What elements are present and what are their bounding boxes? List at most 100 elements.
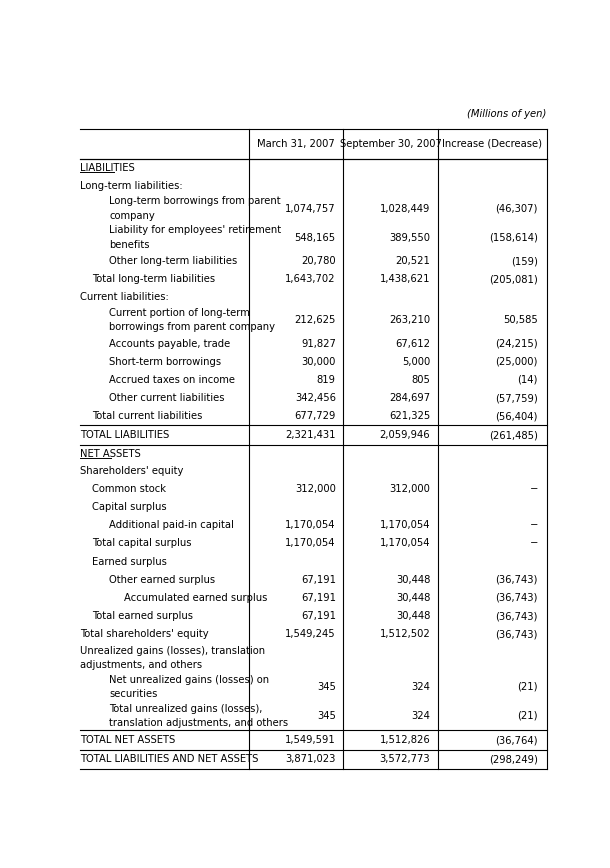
Text: 1,643,702: 1,643,702 bbox=[285, 274, 336, 285]
Text: 312,000: 312,000 bbox=[389, 483, 430, 494]
Text: 284,697: 284,697 bbox=[389, 393, 430, 403]
Text: 1,074,757: 1,074,757 bbox=[285, 204, 336, 214]
Text: 1,170,054: 1,170,054 bbox=[285, 538, 336, 549]
Text: 3,572,773: 3,572,773 bbox=[379, 754, 430, 765]
Text: 30,000: 30,000 bbox=[301, 357, 336, 367]
Text: 1,549,591: 1,549,591 bbox=[285, 735, 336, 745]
Text: Accrued taxes on income: Accrued taxes on income bbox=[109, 375, 235, 385]
Text: 312,000: 312,000 bbox=[295, 483, 336, 494]
Text: March 31, 2007: March 31, 2007 bbox=[257, 139, 335, 149]
Text: 263,210: 263,210 bbox=[389, 315, 430, 325]
Text: 677,729: 677,729 bbox=[295, 411, 336, 421]
Text: 5,000: 5,000 bbox=[402, 357, 430, 367]
Text: translation adjustments, and others: translation adjustments, and others bbox=[109, 718, 289, 728]
Text: (36,743): (36,743) bbox=[495, 593, 538, 603]
Text: 3,871,023: 3,871,023 bbox=[285, 754, 336, 765]
Text: 20,521: 20,521 bbox=[395, 256, 430, 266]
Text: (261,485): (261,485) bbox=[489, 430, 538, 440]
Text: 1,170,054: 1,170,054 bbox=[380, 538, 430, 549]
Text: benefits: benefits bbox=[109, 240, 150, 250]
Text: Total shareholders' equity: Total shareholders' equity bbox=[80, 629, 209, 639]
Text: borrowings from parent company: borrowings from parent company bbox=[109, 322, 275, 332]
Text: 67,612: 67,612 bbox=[395, 339, 430, 349]
Text: Increase (Decrease): Increase (Decrease) bbox=[442, 139, 542, 149]
Text: LIABILITIES: LIABILITIES bbox=[80, 163, 135, 173]
Text: Shareholders' equity: Shareholders' equity bbox=[80, 466, 184, 477]
Text: NET ASSETS: NET ASSETS bbox=[80, 449, 141, 459]
Text: 30,448: 30,448 bbox=[396, 575, 430, 585]
Text: 548,165: 548,165 bbox=[295, 233, 336, 243]
Text: 67,191: 67,191 bbox=[301, 575, 336, 585]
Text: Long-term borrowings from parent: Long-term borrowings from parent bbox=[109, 196, 281, 207]
Text: Net unrealized gains (losses) on: Net unrealized gains (losses) on bbox=[109, 674, 270, 685]
Text: Total current liabilities: Total current liabilities bbox=[92, 411, 202, 421]
Text: Long-term liabilities:: Long-term liabilities: bbox=[80, 181, 182, 191]
Text: Additional paid-in capital: Additional paid-in capital bbox=[109, 520, 234, 530]
Text: 345: 345 bbox=[317, 682, 336, 692]
Text: 91,827: 91,827 bbox=[301, 339, 336, 349]
Text: (21): (21) bbox=[517, 711, 538, 721]
Text: TOTAL LIABILITIES AND NET ASSETS: TOTAL LIABILITIES AND NET ASSETS bbox=[80, 754, 259, 765]
Text: 1,170,054: 1,170,054 bbox=[380, 520, 430, 530]
Text: 1,512,826: 1,512,826 bbox=[379, 735, 430, 745]
Text: 389,550: 389,550 bbox=[389, 233, 430, 243]
Text: securities: securities bbox=[109, 689, 158, 699]
Text: Earned surplus: Earned surplus bbox=[92, 556, 167, 567]
Text: 1,438,621: 1,438,621 bbox=[380, 274, 430, 285]
Text: Total unrealized gains (losses),: Total unrealized gains (losses), bbox=[109, 704, 263, 713]
Text: 342,456: 342,456 bbox=[295, 393, 336, 403]
Text: (24,215): (24,215) bbox=[495, 339, 538, 349]
Text: 324: 324 bbox=[412, 682, 430, 692]
Text: (36,764): (36,764) bbox=[495, 735, 538, 745]
Text: Other long-term liabilities: Other long-term liabilities bbox=[109, 256, 237, 266]
Text: −: − bbox=[529, 483, 538, 494]
Text: 1,512,502: 1,512,502 bbox=[379, 629, 430, 639]
Text: TOTAL NET ASSETS: TOTAL NET ASSETS bbox=[80, 735, 175, 745]
Text: 1,549,245: 1,549,245 bbox=[285, 629, 336, 639]
Text: 67,191: 67,191 bbox=[301, 593, 336, 603]
Text: 30,448: 30,448 bbox=[396, 611, 430, 621]
Text: (57,759): (57,759) bbox=[495, 393, 538, 403]
Text: Accumulated earned surplus: Accumulated earned surplus bbox=[124, 593, 267, 603]
Text: 30,448: 30,448 bbox=[396, 593, 430, 603]
Text: (46,307): (46,307) bbox=[495, 204, 538, 214]
Text: Liability for employees' retirement: Liability for employees' retirement bbox=[109, 226, 281, 235]
Text: 324: 324 bbox=[412, 711, 430, 721]
Text: Short-term borrowings: Short-term borrowings bbox=[109, 357, 221, 367]
Text: (36,743): (36,743) bbox=[495, 629, 538, 639]
Text: (36,743): (36,743) bbox=[495, 611, 538, 621]
Text: (56,404): (56,404) bbox=[495, 411, 538, 421]
Text: (14): (14) bbox=[517, 375, 538, 385]
Text: Total earned surplus: Total earned surplus bbox=[92, 611, 193, 621]
Text: (298,249): (298,249) bbox=[489, 754, 538, 765]
Text: (Millions of yen): (Millions of yen) bbox=[467, 108, 547, 119]
Text: 805: 805 bbox=[412, 375, 430, 385]
Text: (25,000): (25,000) bbox=[495, 357, 538, 367]
Text: 67,191: 67,191 bbox=[301, 611, 336, 621]
Text: September 30, 2007: September 30, 2007 bbox=[340, 139, 442, 149]
Text: 20,780: 20,780 bbox=[301, 256, 336, 266]
Text: (21): (21) bbox=[517, 682, 538, 692]
Text: 1,170,054: 1,170,054 bbox=[285, 520, 336, 530]
Text: Unrealized gains (losses), translation: Unrealized gains (losses), translation bbox=[80, 646, 265, 655]
Text: company: company bbox=[109, 211, 155, 220]
Text: 2,059,946: 2,059,946 bbox=[379, 430, 430, 440]
Text: 819: 819 bbox=[317, 375, 336, 385]
Text: 212,625: 212,625 bbox=[295, 315, 336, 325]
Text: Current liabilities:: Current liabilities: bbox=[80, 292, 169, 302]
Text: (205,081): (205,081) bbox=[489, 274, 538, 285]
Text: −: − bbox=[529, 538, 538, 549]
Text: Other current liabilities: Other current liabilities bbox=[109, 393, 225, 403]
Text: 345: 345 bbox=[317, 711, 336, 721]
Text: Common stock: Common stock bbox=[92, 483, 166, 494]
Text: (36,743): (36,743) bbox=[495, 575, 538, 585]
Text: TOTAL LIABILITIES: TOTAL LIABILITIES bbox=[80, 430, 170, 440]
Text: 50,585: 50,585 bbox=[503, 315, 538, 325]
Text: Accounts payable, trade: Accounts payable, trade bbox=[109, 339, 231, 349]
Text: 621,325: 621,325 bbox=[389, 411, 430, 421]
Text: Other earned surplus: Other earned surplus bbox=[109, 575, 215, 585]
Text: Total capital surplus: Total capital surplus bbox=[92, 538, 192, 549]
Text: Current portion of long-term: Current portion of long-term bbox=[109, 308, 250, 318]
Text: (158,614): (158,614) bbox=[489, 233, 538, 243]
Text: 1,028,449: 1,028,449 bbox=[380, 204, 430, 214]
